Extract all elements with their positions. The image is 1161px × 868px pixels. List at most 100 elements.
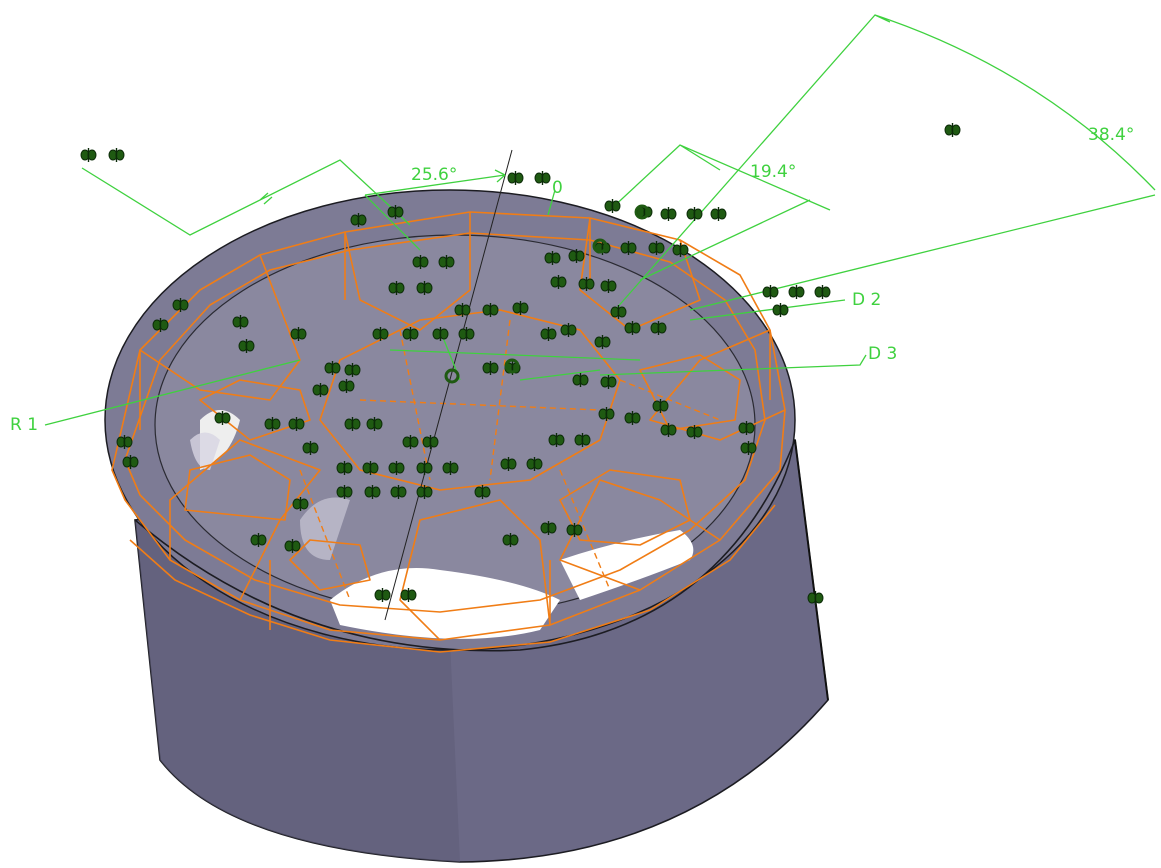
- fix-constraint-icon[interactable]: [502, 533, 519, 547]
- wire-pocket-1[interactable]: [184, 454, 291, 521]
- fix-constraint-icon[interactable]: [660, 207, 677, 221]
- fix-constraint-icon[interactable]: [442, 461, 459, 475]
- fix-constraint-icon[interactable]: [686, 207, 703, 221]
- fix-constraint-icon[interactable]: [416, 485, 433, 499]
- fix-constraint-icon[interactable]: [600, 279, 617, 293]
- fix-constraint-icon[interactable]: [336, 461, 353, 475]
- fix-constraint-icon[interactable]: [416, 461, 433, 475]
- fix-constraint-icon[interactable]: [80, 148, 97, 162]
- fix-constraint-icon[interactable]: [526, 457, 543, 471]
- wire-spoke-4[interactable]: [559, 479, 721, 591]
- dim-line-d3[interactable]: [599, 354, 867, 376]
- fix-constraint-icon[interactable]: [772, 303, 789, 317]
- fix-constraint-icon[interactable]: [338, 379, 355, 393]
- fix-constraint-icon[interactable]: [686, 425, 703, 439]
- fix-constraint-icon[interactable]: [540, 327, 557, 341]
- fix-constraint-icon[interactable]: [122, 455, 139, 469]
- ring-constraint-icon[interactable]: [592, 238, 608, 254]
- fix-constraint-icon[interactable]: [344, 363, 361, 377]
- fix-constraint-icon[interactable]: [566, 523, 583, 537]
- fix-constraint-icon[interactable]: [250, 533, 267, 547]
- fix-constraint-icon[interactable]: [578, 277, 595, 291]
- fix-constraint-icon[interactable]: [544, 251, 561, 265]
- fix-constraint-icon[interactable]: [620, 241, 637, 255]
- fix-constraint-icon[interactable]: [292, 497, 309, 511]
- fix-constraint-icon[interactable]: [388, 281, 405, 295]
- fix-constraint-icon[interactable]: [500, 457, 517, 471]
- ring-constraint-icon[interactable]: [444, 368, 460, 384]
- fix-constraint-icon[interactable]: [807, 591, 824, 605]
- fix-constraint-icon[interactable]: [650, 321, 667, 335]
- fix-constraint-icon[interactable]: [507, 171, 524, 185]
- dimension-annotations[interactable]: [44, 14, 1156, 426]
- fix-constraint-icon[interactable]: [214, 411, 231, 425]
- fix-constraint-icon[interactable]: [534, 171, 551, 185]
- wire-spoke-5[interactable]: [399, 499, 551, 641]
- fix-constraint-icon[interactable]: [648, 241, 665, 255]
- fix-constraint-icon[interactable]: [568, 249, 585, 263]
- fix-constraint-icon[interactable]: [324, 361, 341, 375]
- fix-constraint-icon[interactable]: [652, 399, 669, 413]
- fix-constraint-icon[interactable]: [388, 461, 405, 475]
- fix-constraint-icon[interactable]: [432, 327, 449, 341]
- fix-constraint-icon[interactable]: [944, 123, 961, 137]
- wire-pocket-2[interactable]: [559, 469, 691, 546]
- fix-constraint-icon[interactable]: [574, 433, 591, 447]
- fix-constraint-icon[interactable]: [814, 285, 831, 299]
- fix-constraint-icon[interactable]: [400, 588, 417, 602]
- fix-constraint-icon[interactable]: [600, 375, 617, 389]
- angle-dimension-0[interactable]: 0: [552, 178, 563, 198]
- fix-constraint-icon[interactable]: [366, 417, 383, 431]
- fix-constraint-icon[interactable]: [548, 433, 565, 447]
- fix-constraint-icon[interactable]: [312, 383, 329, 397]
- constraint-label-d3[interactable]: D 3: [868, 344, 897, 364]
- wire-pocket-4[interactable]: [199, 379, 311, 441]
- wire-hub-outline[interactable]: [319, 309, 621, 491]
- dim-line-0[interactable]: [547, 189, 556, 216]
- fix-constraint-icon[interactable]: [412, 255, 429, 269]
- angle-dimension-25-6[interactable]: 25.6°: [411, 165, 457, 185]
- fix-constraint-icon[interactable]: [302, 441, 319, 455]
- wire-rim-base[interactable]: [129, 504, 776, 653]
- fix-constraint-icon[interactable]: [402, 435, 419, 449]
- fix-constraint-icon[interactable]: [108, 148, 125, 162]
- fix-constraint-icon[interactable]: [512, 301, 529, 315]
- fix-constraint-icon[interactable]: [416, 281, 433, 295]
- fix-constraint-icon[interactable]: [560, 323, 577, 337]
- fix-constraint-icon[interactable]: [738, 421, 755, 435]
- constraint-label-d2[interactable]: D 2: [852, 290, 881, 310]
- fix-constraint-icon[interactable]: [474, 485, 491, 499]
- fix-constraint-icon[interactable]: [672, 243, 689, 257]
- constraint-label-r1[interactable]: R 1: [10, 415, 38, 435]
- dim-line-r1[interactable]: [44, 359, 301, 426]
- fix-constraint-icon[interactable]: [762, 285, 779, 299]
- wire-spoke-6[interactable]: [169, 439, 321, 601]
- wireframe-overlay[interactable]: [111, 211, 786, 653]
- fix-constraint-icon[interactable]: [362, 461, 379, 475]
- part-body[interactable]: [104, 189, 829, 863]
- fix-constraint-icon[interactable]: [610, 305, 627, 319]
- ring-constraint-icon[interactable]: [634, 204, 650, 220]
- fix-constraint-icon[interactable]: [284, 539, 301, 553]
- fix-constraint-icon[interactable]: [740, 441, 757, 455]
- fix-constraint-icon[interactable]: [482, 361, 499, 375]
- fix-constraint-icon[interactable]: [788, 285, 805, 299]
- fix-constraint-icon[interactable]: [264, 417, 281, 431]
- fix-constraint-icon[interactable]: [344, 417, 361, 431]
- fix-constraint-icon[interactable]: [594, 335, 611, 349]
- wire-spoke-7[interactable]: [139, 254, 301, 401]
- fix-constraint-icon[interactable]: [438, 255, 455, 269]
- fix-constraint-icon[interactable]: [374, 588, 391, 602]
- fix-constraint-icon[interactable]: [482, 303, 499, 317]
- fix-constraint-icon[interactable]: [540, 521, 557, 535]
- fix-constraint-icon[interactable]: [624, 411, 641, 425]
- fix-constraint-icon[interactable]: [604, 199, 621, 213]
- dim-line-19-4[interactable]: [609, 144, 831, 281]
- wire-pocket-5[interactable]: [289, 539, 371, 591]
- fix-constraint-icon[interactable]: [402, 327, 419, 341]
- fix-constraint-icon[interactable]: [550, 275, 567, 289]
- fix-constraint-icon[interactable]: [152, 318, 169, 332]
- fix-constraint-icon[interactable]: [390, 485, 407, 499]
- fix-constraint-icon[interactable]: [387, 205, 404, 219]
